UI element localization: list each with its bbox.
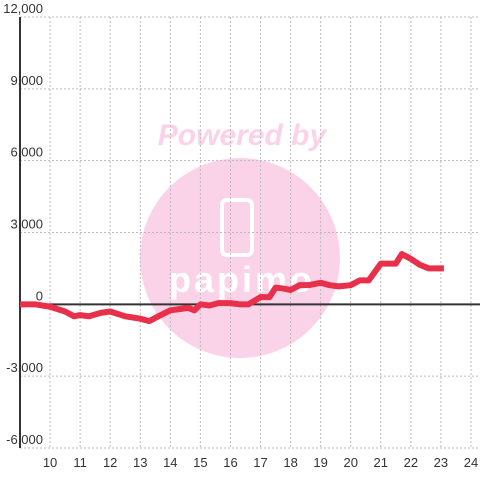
x-tick-label: 21 <box>374 455 388 470</box>
watermark-icon <box>220 198 254 257</box>
x-tick-label: 23 <box>434 455 448 470</box>
x-tick-label: 22 <box>404 455 418 470</box>
x-tick-label: 18 <box>283 455 297 470</box>
x-tick-label: 12 <box>103 455 117 470</box>
y-tick-label: 12,000 <box>3 1 43 16</box>
x-tick-label: 15 <box>193 455 207 470</box>
watermark-text: Powered by <box>158 119 328 152</box>
y-tick-label: 6,000 <box>10 145 43 160</box>
y-tick-label: -6,000 <box>6 432 43 447</box>
y-tick-label: -3,000 <box>6 360 43 375</box>
x-tick-label: 13 <box>133 455 147 470</box>
y-tick-label: 3,000 <box>10 217 43 232</box>
x-tick-label: 24 <box>464 455 478 470</box>
x-tick-label: 11 <box>73 455 87 470</box>
x-tick-label: 16 <box>223 455 237 470</box>
line <box>20 251 444 325</box>
x-tick-label: 19 <box>313 455 327 470</box>
x-tick-label: 20 <box>343 455 357 470</box>
x-tick-label: 17 <box>253 455 267 470</box>
watermark-text: papimo <box>169 259 315 300</box>
y-tick-label: 9,000 <box>10 73 43 88</box>
x-tick-label: 10 <box>43 455 57 470</box>
x-tick-label: 14 <box>163 455 177 470</box>
y-tick-label: 0 <box>36 288 43 303</box>
